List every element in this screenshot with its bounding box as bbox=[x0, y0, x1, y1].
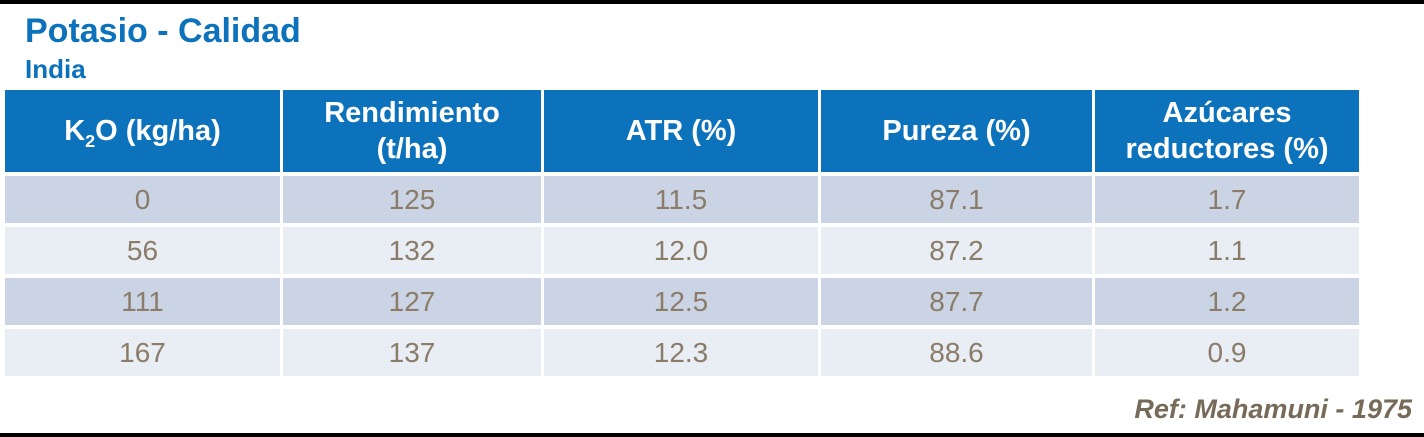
table-row: 0 125 11.5 87.1 1.7 bbox=[5, 176, 1359, 223]
data-cell: 167 bbox=[5, 329, 280, 376]
table-row: 56 132 12.0 87.2 1.1 bbox=[5, 227, 1359, 274]
data-cell: 0.9 bbox=[1095, 329, 1359, 376]
k2o-prefix: K bbox=[64, 114, 86, 147]
data-table: K2O (kg/ha) Rendimiento (t/ha) ATR (%) P… bbox=[2, 86, 1362, 380]
page-subtitle: India bbox=[25, 54, 86, 84]
data-cell: 87.1 bbox=[821, 176, 1092, 223]
data-cell: 0 bbox=[5, 176, 280, 223]
page-title: Potasio - Calidad bbox=[25, 12, 301, 50]
k2o-suffix: O (kg/ha) bbox=[95, 114, 221, 147]
data-cell: 1.7 bbox=[1095, 176, 1359, 223]
header-cell-azucares: Azúcares reductores (%) bbox=[1095, 90, 1359, 172]
data-cell: 12.3 bbox=[544, 329, 818, 376]
data-cell: 87.7 bbox=[821, 278, 1092, 325]
data-cell: 12.0 bbox=[544, 227, 818, 274]
top-border-line bbox=[0, 0, 1424, 4]
data-cell: 87.2 bbox=[821, 227, 1092, 274]
header-cell-atr: ATR (%) bbox=[544, 90, 818, 172]
data-cell: 88.6 bbox=[821, 329, 1092, 376]
data-cell: 137 bbox=[283, 329, 541, 376]
data-cell: 111 bbox=[5, 278, 280, 325]
reference-text: Ref: Mahamuni - 1975 bbox=[1134, 394, 1412, 424]
data-cell: 12.5 bbox=[544, 278, 818, 325]
data-cell: 125 bbox=[283, 176, 541, 223]
data-cell: 56 bbox=[5, 227, 280, 274]
header-cell-pureza: Pureza (%) bbox=[821, 90, 1092, 172]
bottom-border-line bbox=[0, 433, 1424, 437]
k2o-subscript: 2 bbox=[85, 130, 96, 151]
data-cell: 11.5 bbox=[544, 176, 818, 223]
header-row: K2O (kg/ha) Rendimiento (t/ha) ATR (%) P… bbox=[5, 90, 1359, 172]
table-row: 167 137 12.3 88.6 0.9 bbox=[5, 329, 1359, 376]
header-cell-k2o: K2O (kg/ha) bbox=[5, 90, 280, 172]
data-cell: 1.2 bbox=[1095, 278, 1359, 325]
data-cell: 132 bbox=[283, 227, 541, 274]
table-row: 111 127 12.5 87.7 1.2 bbox=[5, 278, 1359, 325]
data-cell: 127 bbox=[283, 278, 541, 325]
data-cell: 1.1 bbox=[1095, 227, 1359, 274]
header-cell-rendimiento: Rendimiento (t/ha) bbox=[283, 90, 541, 172]
